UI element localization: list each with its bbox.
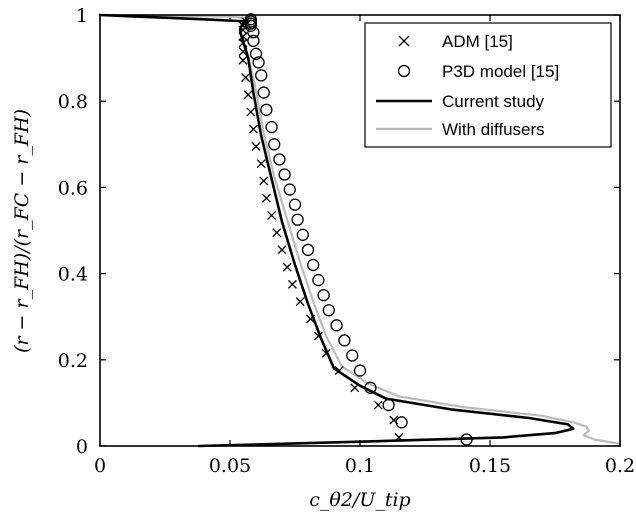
- data-point-circle: [278, 168, 291, 181]
- legend-label-adm: ADM [15]: [442, 32, 513, 51]
- data-point-x: [241, 73, 251, 82]
- x-tick-label: 0.15: [469, 455, 511, 477]
- data-point-x: [243, 90, 253, 100]
- x-tick-label: 0.2: [605, 455, 635, 477]
- data-point-x: [238, 38, 248, 48]
- series-0: [238, 17, 404, 442]
- data-point-x: [313, 331, 323, 341]
- series-layer: [98, 13, 622, 448]
- data-point-x: [246, 107, 256, 117]
- y-tick-label: 0: [76, 436, 88, 458]
- data-point-x: [350, 383, 360, 393]
- data-point-circle: [296, 228, 309, 241]
- data-point-circle: [301, 243, 315, 257]
- data-point-circle: [307, 258, 320, 272]
- data-point-circle: [364, 381, 377, 394]
- data-point-x: [238, 32, 248, 42]
- data-point-x: [277, 245, 287, 255]
- legend-label-current: Current study: [442, 92, 545, 111]
- data-point-x: [238, 55, 248, 65]
- legend-marker-adm: [398, 35, 410, 47]
- legend-marker-p3d: [397, 64, 411, 78]
- data-point-x: [267, 210, 277, 220]
- data-point-circle: [249, 47, 263, 60]
- data-point-circle: [460, 433, 473, 446]
- data-point-circle: [268, 138, 281, 151]
- data-point-circle: [395, 416, 408, 429]
- data-point-x: [373, 400, 383, 410]
- data-point-circle: [382, 398, 395, 412]
- data-point-x: [334, 366, 344, 376]
- legend: ADM [15] P3D model [15] Current study Wi…: [364, 22, 612, 148]
- data-point-circle: [255, 69, 268, 82]
- data-point-circle: [252, 56, 265, 69]
- data-point-x: [272, 228, 282, 238]
- data-point-circle: [346, 349, 359, 362]
- data-point-circle: [317, 288, 330, 302]
- x-tick-label: 0.05: [209, 455, 251, 477]
- data-point-circle: [273, 153, 286, 166]
- y-tick-label: 0.4: [58, 264, 88, 286]
- data-point-circle: [247, 34, 260, 48]
- axis-tick-labels: 0 0.05 0.1 0.15 0.2 0 0.2 0.4 0.6 0.8 1: [58, 5, 635, 477]
- data-point-circle: [257, 86, 270, 99]
- data-point-circle: [265, 120, 278, 134]
- data-point-circle: [330, 319, 343, 332]
- legend-label-diffusers: With diffusers: [442, 120, 545, 139]
- data-point-circle: [338, 334, 351, 347]
- data-point-circle: [312, 273, 325, 287]
- data-point-circle: [244, 13, 257, 26]
- x-tick-label: 0.1: [345, 455, 375, 477]
- data-point-x: [295, 297, 305, 307]
- data-point-circle: [288, 198, 302, 211]
- data-point-x: [394, 432, 404, 442]
- y-axis-label: (r − r_FH)/(r_FC − r_FH): [11, 109, 33, 353]
- data-point-x: [282, 262, 292, 272]
- data-point-circle: [291, 213, 304, 226]
- legend-label-p3d: P3D model [15]: [442, 62, 559, 81]
- data-point-x: [261, 193, 271, 203]
- data-point-x: [321, 348, 331, 358]
- data-point-circle: [353, 364, 367, 377]
- plot-frame: [99, 14, 621, 447]
- data-point-x: [256, 159, 266, 169]
- data-point-circle: [283, 183, 296, 196]
- data-point-x: [287, 279, 297, 289]
- data-point-circle: [260, 103, 273, 116]
- y-tick-label: 0.8: [58, 91, 88, 113]
- y-tick-label: 0.2: [58, 350, 88, 372]
- data-point-x: [248, 124, 258, 134]
- series-1: [244, 13, 473, 446]
- y-tick-label: 1: [76, 5, 88, 27]
- data-point-x: [238, 47, 248, 57]
- y-tick-label: 0.6: [58, 177, 88, 199]
- data-point-x: [251, 141, 261, 151]
- data-point-x: [259, 176, 269, 186]
- data-point-circle: [322, 304, 335, 317]
- data-point-x: [306, 314, 316, 324]
- x-tick-label: 0: [94, 455, 106, 477]
- x-axis-label: c_θ2/U_tip: [309, 489, 410, 511]
